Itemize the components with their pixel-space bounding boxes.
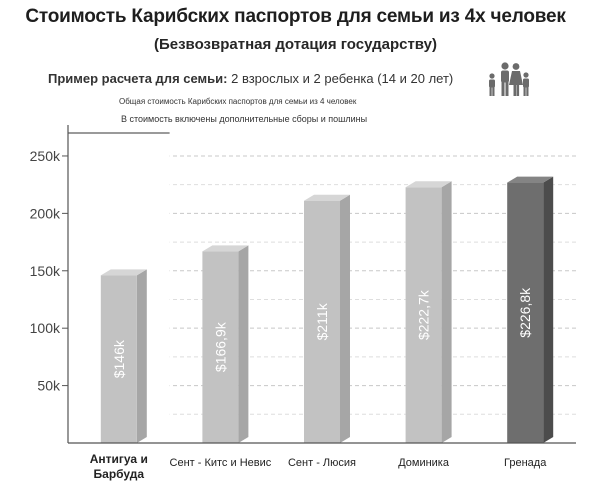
bar-value-label: $146k [111,339,127,378]
bar [100,275,137,443]
x-category-label: Сент - Китс и Невис [169,457,272,469]
bar-top [202,245,249,252]
y-tick-label: 150k [30,263,61,279]
note-fees-included: В стоимость включены дополнительные сбор… [121,114,368,124]
chart-title: Стоимость Карибских паспортов для семьи … [25,6,566,27]
bar [304,200,340,443]
y-tick-label: 200k [30,205,61,221]
bar-side [543,176,554,443]
bar-side [441,181,452,443]
bar-top [304,194,350,201]
bar-top [100,269,147,276]
y-tick-label: 250k [30,148,61,164]
axes [62,125,576,444]
y-tick-label: 100k [30,320,61,336]
bar-side [238,245,249,443]
x-category-label: Гренада [504,457,547,469]
x-category-label: Доминика [398,457,449,469]
example-caption: Пример расчета для семьи: 2 взрослых и 2… [48,71,453,86]
bar [405,187,442,443]
bar-value-label: $226,8k [517,287,533,338]
family-icon [489,62,529,96]
bar-value-label: $222,7k [416,289,432,340]
bar-value-label: $166,9k [212,321,228,372]
bar-top [405,181,452,188]
example-value: 2 взрослых и 2 ребенка (14 и 20 лет) [231,71,454,86]
x-category-label: Сент - Люсия [287,457,357,469]
bar-top [507,176,554,183]
y-tick-label: 50k [37,378,61,394]
data-labels: $146k $166,9k $211k $222,7k $226,8k [111,287,533,378]
bar [507,182,544,443]
y-tick-labels: 50k 100k 150k 200k 250k [30,148,61,394]
bar-side [136,269,147,443]
bars [100,176,554,443]
chart-subtitle: (Безвозвратная дотация государству) [153,36,437,53]
bar [202,251,239,443]
bar-value-label: $211k [314,302,330,340]
bar-side [340,194,350,443]
x-category-label: Антигуа и Барбуда [89,452,148,481]
example-label: Пример расчета для семьи: [48,71,228,86]
note-total-cost: Общая стоимость Карибских паспортов для … [119,97,357,106]
